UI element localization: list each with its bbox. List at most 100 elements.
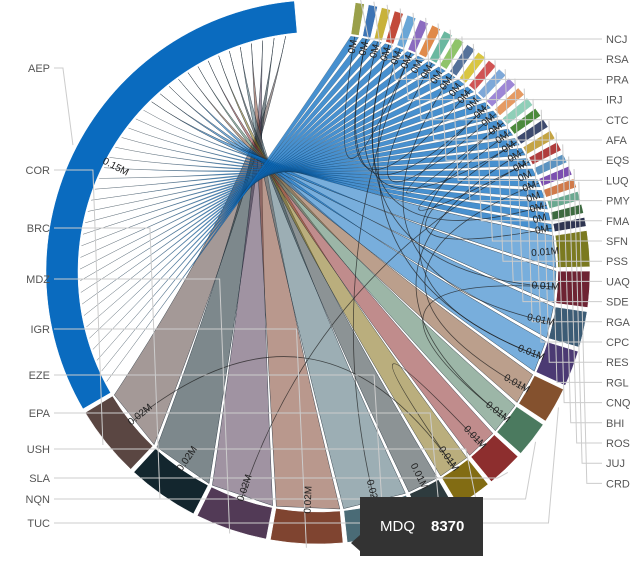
value-label-ncj: 0M: [347, 39, 360, 54]
node-label-irj: IRJ: [606, 95, 623, 107]
value-label-juj: 0M: [521, 179, 538, 194]
ribbon-unlabeled-15: [143, 110, 553, 233]
node-label-aep: AEP: [28, 63, 50, 75]
ribbon-res: [91, 128, 514, 201]
node-arc-igr[interactable]: [270, 507, 344, 545]
node-label-pra: PRA: [606, 74, 629, 86]
cross-link: [402, 75, 551, 323]
node-label-afa: AFA: [606, 135, 627, 147]
leader-line: [472, 43, 602, 222]
node-label-ros: ROS: [606, 438, 630, 450]
node-label-sla: SLA: [29, 473, 50, 485]
cross-link: [132, 356, 455, 468]
node-arc-bhi[interactable]: [528, 141, 562, 165]
node-arc-eqs[interactable]: [418, 24, 441, 59]
cross-link: [387, 62, 497, 183]
ribbon-cnq: [99, 148, 526, 179]
ribbon-sla: [207, 60, 494, 456]
leader-line: [514, 78, 602, 303]
ribbon-bhi: [104, 158, 531, 172]
value-label-rsa: 0M: [358, 41, 372, 57]
cross-link: [418, 122, 541, 357]
node-label-ctc: CTC: [606, 115, 629, 127]
cross-link: [406, 104, 504, 194]
node-label-eze: EZE: [29, 370, 50, 382]
cross-link: [352, 52, 412, 504]
node-label-pmy: PMY: [606, 196, 631, 208]
leader-line: [425, 17, 602, 141]
cross-link: [372, 44, 556, 288]
node-arc-sla[interactable]: [470, 434, 519, 482]
leader-line: [386, 4, 602, 80]
node-arc-fma[interactable]: [449, 44, 476, 77]
node-label-rgl: RGL: [606, 377, 629, 389]
value-label-crd: 0M: [525, 190, 542, 205]
ribbon-unlabeled-11: [178, 79, 546, 372]
leader-line: [54, 374, 385, 540]
value-label-unlabeled-16: 0M: [532, 212, 548, 226]
node-arc-aep[interactable]: [45, 0, 298, 410]
value-label-igr: 0.02M: [302, 486, 314, 514]
node-label-fma: FMA: [606, 216, 630, 228]
node-label-uaq: UAQ: [606, 276, 630, 288]
ribbon-sfn: [79, 79, 465, 270]
leader-line: [412, 12, 602, 121]
leader-line: [562, 144, 602, 424]
ribbon-igr: [251, 43, 341, 510]
leader-line: [568, 156, 602, 444]
value-label-afa: 0M: [399, 54, 415, 71]
leader-line: [548, 120, 602, 383]
node-label-cpc: CPC: [606, 337, 629, 349]
cross-link: [424, 182, 539, 390]
node-label-eqs: EQS: [606, 155, 629, 167]
ribbon-eze: [240, 47, 406, 509]
node-label-igr: IGR: [30, 324, 50, 336]
ribbon-rgl: [94, 138, 520, 190]
leader-line: [54, 471, 509, 479]
ribbon-luq: [82, 61, 436, 305]
ribbon-ctc: [89, 47, 404, 339]
node-arc-sfn[interactable]: [459, 51, 486, 84]
node-arc-rga[interactable]: [494, 87, 525, 116]
leader-line: [54, 169, 104, 445]
value-label-irj: 0M: [379, 46, 394, 63]
ribbon-unlabeled-16: [135, 118, 551, 221]
ribbon-pra: [96, 40, 382, 361]
ribbon-ush: [218, 55, 468, 477]
ribbon-juj: [115, 147, 541, 188]
ribbon-epa: [229, 51, 438, 493]
node-label-crd: CRD: [606, 478, 630, 490]
node-label-bhi: BHI: [606, 418, 624, 430]
value-label-unlabeled-14: 0.01M: [531, 246, 560, 259]
node-label-nqn: NQN: [26, 494, 51, 506]
leader-line: [461, 36, 602, 202]
node-label-mdz: MDZ: [26, 274, 50, 286]
ribbon-unlabeled-14: [151, 101, 557, 268]
leader-line: [437, 23, 602, 161]
leader-line: [573, 168, 602, 464]
leader-line: [54, 328, 307, 548]
leader-line: [54, 407, 559, 524]
node-label-brc: BRC: [27, 223, 50, 235]
node-label-res: RES: [606, 357, 629, 369]
node-arc-brc[interactable]: [133, 448, 209, 515]
node-label-cor: COR: [26, 165, 51, 177]
cross-link: [425, 141, 552, 240]
leader-line: [54, 448, 477, 499]
leader-line: [54, 67, 74, 146]
value-label-pra: 0M: [368, 43, 382, 59]
tooltip-value: 8370: [431, 518, 465, 535]
leader-line: [483, 51, 602, 242]
node-arc-uaq[interactable]: [477, 68, 507, 99]
leader-line: [54, 227, 161, 499]
node-arc-nqn[interactable]: [496, 406, 544, 454]
leader-line: [494, 60, 602, 262]
ribbon-tuc: [187, 72, 533, 403]
node-arc-tuc[interactable]: [518, 375, 564, 422]
node-label-juj: JUJ: [606, 458, 625, 470]
ribbon-eqs: [83, 55, 426, 316]
node-arc-unlabeled-15[interactable]: [552, 217, 587, 232]
leader-line: [449, 29, 602, 181]
ribbon-crd: [121, 137, 545, 199]
node-label-ush: USH: [27, 444, 50, 456]
